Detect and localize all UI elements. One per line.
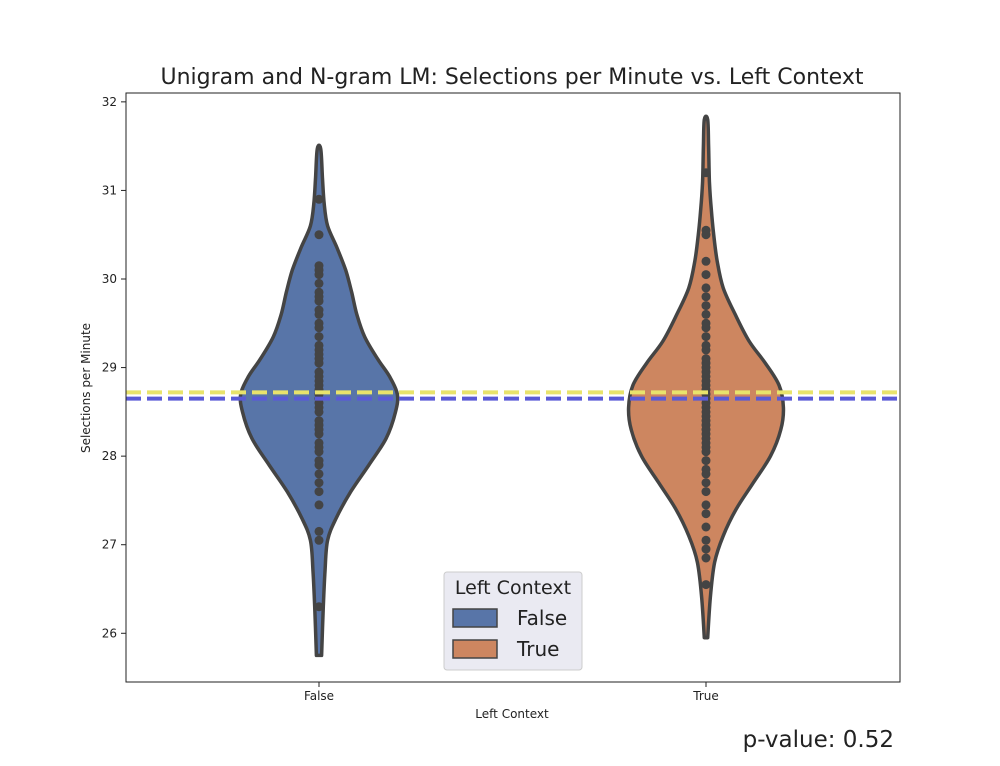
legend-swatch-false (453, 609, 497, 627)
data-point (702, 292, 711, 301)
legend-label-true: True (516, 637, 559, 661)
data-point (702, 487, 711, 496)
data-point (315, 469, 324, 478)
data-point (702, 341, 711, 350)
y-tick-label: 30 (102, 272, 117, 286)
x-axis-ticks: False True (304, 682, 719, 703)
chart-title: Unigram and N-gram LM: Selections per Mi… (161, 65, 864, 90)
y-tick-label: 26 (102, 626, 117, 640)
data-point (315, 279, 324, 288)
data-point (315, 368, 324, 377)
data-point (702, 310, 711, 319)
data-point (315, 195, 324, 204)
data-point (702, 301, 711, 310)
x-tick-label: False (304, 689, 334, 703)
data-point (702, 478, 711, 487)
data-point (702, 500, 711, 509)
y-tick-label: 29 (102, 361, 117, 375)
data-point (315, 500, 324, 509)
data-point (702, 319, 711, 328)
y-axis-label: Selections per Minute (79, 323, 93, 453)
x-tick-label: True (692, 689, 719, 703)
data-point (702, 226, 711, 235)
legend-title: Left Context (455, 577, 571, 599)
data-point (315, 478, 324, 487)
violin-true (629, 116, 784, 637)
data-point (315, 416, 324, 425)
data-point (702, 354, 711, 363)
x-axis-label: Left Context (475, 707, 549, 721)
data-point (702, 523, 711, 532)
data-point (315, 487, 324, 496)
y-tick-label: 27 (102, 538, 117, 552)
data-point (315, 332, 324, 341)
data-point (315, 261, 324, 270)
data-point (315, 536, 324, 545)
data-point (702, 257, 711, 266)
data-point (315, 341, 324, 350)
p-value-annotation: p-value: 0.52 (743, 727, 894, 753)
data-point (702, 456, 711, 465)
data-point (702, 465, 711, 474)
data-point (702, 545, 711, 554)
y-tick-label: 32 (102, 95, 117, 109)
legend-label-false: False (517, 606, 567, 630)
data-point (702, 536, 711, 545)
data-point (702, 270, 711, 279)
data-point (315, 438, 324, 447)
data-point (315, 319, 324, 328)
data-point (702, 554, 711, 563)
data-point (315, 527, 324, 536)
y-axis-ticks: 26 27 28 29 30 31 32 (102, 95, 126, 640)
y-tick-label: 28 (102, 449, 117, 463)
y-tick-label: 31 (102, 183, 117, 197)
data-point (702, 332, 711, 341)
data-point (315, 288, 324, 297)
legend-swatch-true (453, 640, 497, 658)
data-point (702, 580, 711, 589)
data-point (315, 456, 324, 465)
data-point (315, 230, 324, 239)
data-point (702, 168, 711, 177)
data-point (315, 602, 324, 611)
data-point (315, 306, 324, 315)
legend: Left Context False True (444, 572, 582, 670)
data-point (702, 509, 711, 518)
data-point (702, 283, 711, 292)
